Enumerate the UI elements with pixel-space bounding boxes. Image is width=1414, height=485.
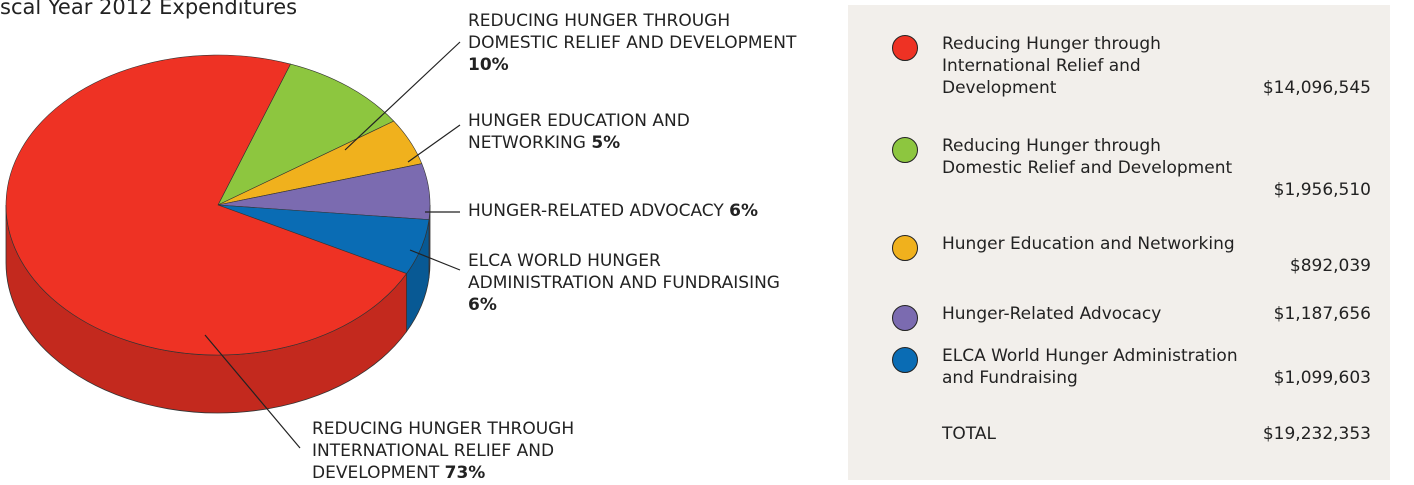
legend-row: Hunger Education and Networking $892,039	[848, 233, 1390, 277]
legend-row: Reducing Hunger through Domestic Relief …	[848, 135, 1390, 201]
slice-label: ELCA WORLD HUNGER ADMINISTRATION AND FUN…	[468, 250, 798, 316]
legend-swatch	[892, 235, 918, 261]
slice-label-text: HUNGER EDUCATION AND NETWORKING	[468, 111, 690, 153]
slice-label: HUNGER EDUCATION AND NETWORKING 5%	[468, 110, 798, 154]
slice	[5, 54, 408, 356]
callout-line	[204, 334, 301, 449]
legend-row: Reducing Hunger through International Re…	[848, 33, 1390, 99]
legend-amount: $1,956,510	[1273, 180, 1371, 200]
legend-name: Reducing Hunger through International Re…	[942, 34, 1161, 98]
legend-amount: $892,039	[1289, 256, 1371, 276]
legend-box: Reducing Hunger through International Re…	[848, 5, 1390, 480]
chart-title: scal Year 2012 Expenditures	[0, 0, 298, 19]
slice-label: REDUCING HUNGER THROUGH DOMESTIC RELIEF …	[468, 10, 798, 76]
legend-row: Hunger-Related Advocacy $1,187,656	[848, 303, 1390, 331]
callout-line	[407, 124, 461, 163]
slice	[217, 63, 395, 206]
slice-label-text: HUNGER-RELATED ADVOCACY	[468, 201, 724, 221]
legend-swatch	[892, 305, 918, 331]
legend-swatch	[892, 347, 918, 373]
legend-name: Reducing Hunger through Domestic Relief …	[942, 136, 1233, 178]
legend-swatch	[892, 35, 918, 61]
slice-percent: 6%	[729, 201, 759, 221]
legend-amount: $1,099,603	[1273, 368, 1371, 388]
legend-row: ELCA World Hunger Administration and Fun…	[848, 345, 1390, 389]
legend-amount: $1,187,656	[1273, 304, 1371, 324]
legend-name: ELCA World Hunger Administration and Fun…	[942, 346, 1238, 388]
slice-percent: 6%	[468, 295, 497, 315]
pie-chart	[5, 41, 461, 449]
slice-label: HUNGER-RELATED ADVOCACY 6%	[468, 200, 798, 222]
slice-label-text: REDUCING HUNGER THROUGH DOMESTIC RELIEF …	[468, 11, 797, 53]
callout-line	[409, 249, 461, 271]
callout-line	[344, 41, 461, 151]
legend-total-amount: $19,232,353	[1262, 424, 1371, 444]
slice-percent: 10%	[468, 55, 509, 75]
legend-amount: $14,096,545	[1262, 78, 1371, 98]
legend-total-label: TOTAL	[942, 424, 996, 444]
slice-label-text: ELCA WORLD HUNGER ADMINISTRATION AND FUN…	[468, 251, 780, 293]
legend-total-row: TOTAL $19,232,353	[848, 423, 1390, 445]
legend-name: Hunger Education and Networking	[942, 234, 1235, 254]
slice-label: REDUCING HUNGER THROUGH INTERNATIONAL RE…	[312, 418, 642, 484]
slice-percent: 5%	[591, 133, 621, 153]
callout-lines	[204, 41, 461, 449]
legend-name: Hunger-Related Advocacy	[942, 304, 1162, 324]
slice-label-text: REDUCING HUNGER THROUGH INTERNATIONAL RE…	[312, 419, 575, 483]
slice-percent: 73%	[444, 463, 486, 483]
legend-swatch	[892, 137, 918, 163]
